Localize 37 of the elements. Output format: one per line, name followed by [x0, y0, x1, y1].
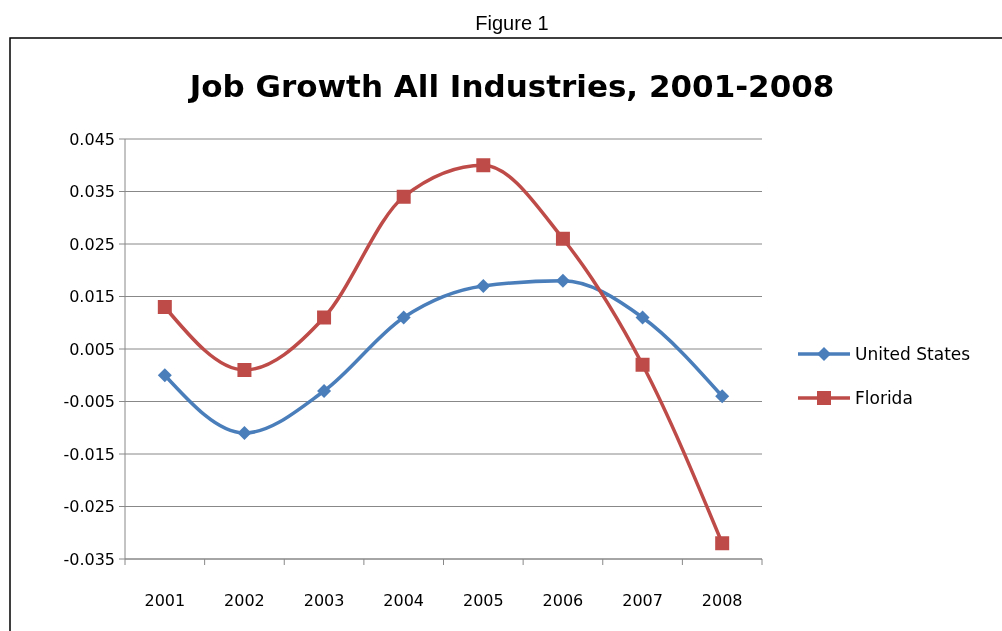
caption: Figure 1: [475, 12, 549, 34]
x-tick-label: 2006: [542, 591, 584, 610]
point: [715, 536, 730, 551]
y-tick-label: -0.035: [63, 549, 115, 569]
point: [317, 384, 332, 398]
point: [635, 310, 650, 325]
point: [476, 279, 491, 293]
point: [555, 231, 570, 246]
point: [317, 310, 332, 325]
x-tick-label: 2003: [303, 591, 345, 610]
y-tick-label: -0.005: [63, 392, 115, 412]
y-tick-label: 0.025: [69, 234, 115, 254]
point: [635, 357, 650, 372]
x-tick-label: 2005: [462, 591, 504, 610]
x-tick-label: 2002: [224, 591, 265, 610]
legend-label: Florida: [855, 387, 913, 408]
x-tick-label: 2007: [622, 591, 663, 610]
x-tick-label: 2001: [144, 591, 186, 610]
point: [555, 273, 570, 288]
point: [237, 363, 252, 377]
chart-title: Job Growth All Industries, 2001-2008: [187, 68, 835, 104]
point: [396, 189, 411, 204]
y-tick-label: 0.035: [69, 182, 115, 202]
y-tick-label: -0.015: [63, 444, 115, 464]
point: [157, 300, 172, 314]
point: [476, 158, 491, 173]
y-tick-label: 0.005: [69, 339, 115, 359]
point: [715, 389, 730, 404]
point: [237, 426, 252, 440]
y-tick-label: 0.045: [69, 129, 115, 149]
y-tick-label: 0.015: [69, 287, 115, 307]
legend-label: United States: [855, 343, 971, 364]
x-tick-label: 2008: [701, 591, 743, 610]
point: [396, 310, 411, 325]
x-tick-label: 2004: [383, 591, 425, 610]
point: [157, 368, 172, 383]
y-tick-label: -0.025: [63, 497, 115, 517]
